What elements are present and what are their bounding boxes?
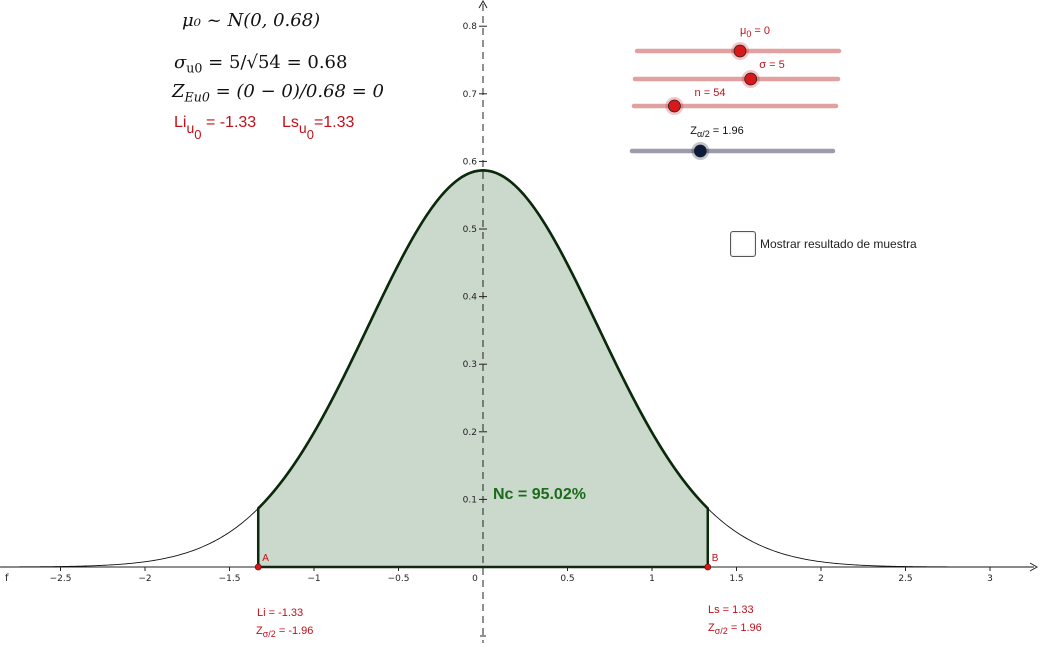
mu0-slider-knob[interactable] — [733, 44, 747, 58]
mu0-label-value: = 0 — [751, 25, 771, 37]
confidence-level-label: Nc = 95.02% — [493, 486, 586, 503]
point-a — [254, 563, 262, 571]
li-header-subsub: 0 — [194, 127, 202, 142]
x-tick-label: 3 — [987, 574, 993, 584]
sigma-slider-label: σ = 5 — [759, 59, 785, 71]
x-tick-label: −2 — [138, 574, 151, 584]
ls-header-value: =1.33 — [313, 114, 355, 131]
ls-header: Lsu0=1.33 — [282, 114, 354, 142]
z-alpha-slider-knob[interactable] — [693, 144, 707, 158]
z-formula: ZEu0 = (0 − 0)/0.68 = 0 — [172, 81, 384, 104]
sigma-value: = 5/√54 = 0.68 — [208, 52, 348, 73]
li-z-symbol: Z — [256, 625, 263, 637]
point-a-label: A — [262, 553, 269, 564]
z-alpha-label-value: = 1.96 — [709, 125, 744, 137]
x-tick-label: −1 — [307, 574, 320, 584]
y-axis-arrow — [478, 0, 488, 9]
li-header-sub: u — [186, 120, 195, 136]
point-b-label: B — [712, 553, 719, 564]
sigma-symbol: σ — [174, 52, 187, 73]
mu0-label-sub: 0 — [746, 29, 752, 39]
z-alpha-label-sub: α/2 — [697, 129, 710, 139]
li-bottom-label: Li = -1.33 — [257, 607, 304, 619]
x-tick-label: 2 — [818, 574, 824, 584]
ls-bottom-label: Ls = 1.33 — [708, 604, 754, 616]
y-tick-label: 0.5 — [463, 225, 477, 235]
y-tick-label: 0.6 — [463, 157, 478, 167]
y-tick-label: 0.7 — [463, 90, 477, 100]
x-tick-label: −1.5 — [219, 574, 241, 584]
li-header-label: Li — [174, 114, 187, 131]
sigma-slider-knob[interactable] — [744, 72, 758, 86]
z-alpha-label-symbol: Z — [690, 125, 698, 137]
li-z-value: = -1.96 — [275, 625, 314, 637]
x-tick-label: 0.5 — [560, 574, 574, 584]
li-z-sub: σ/2 — [262, 629, 276, 639]
x-tick-label: −2.5 — [50, 574, 72, 584]
z-subscript: Eu0 — [184, 89, 210, 105]
z-symbol: Z — [172, 81, 185, 102]
li-header: Liu0 = -1.33 — [174, 114, 256, 142]
x-tick-label: 1.5 — [729, 574, 743, 584]
y-tick-label: 0.4 — [463, 293, 478, 303]
y-tick-label: 0.3 — [463, 360, 477, 370]
mu-formula: μ₀ ~ N(0, 0.68) — [182, 10, 321, 31]
function-label: f — [5, 573, 9, 584]
n-slider-knob[interactable] — [668, 99, 681, 113]
li-z-label: Zσ/2 = -1.96 — [256, 625, 313, 639]
x-tick-label: 0 — [472, 574, 478, 584]
y-tick-label: 0.2 — [463, 428, 477, 438]
ls-z-sub: σ/2 — [714, 626, 728, 636]
z-alpha-slider-label: Zα/2 = 1.96 — [690, 125, 743, 139]
sigma-formula: σu0 = 5/√54 = 0.68 — [174, 52, 347, 75]
y-tick-label: 0.8 — [463, 22, 478, 32]
ls-z-value: = 1.96 — [727, 622, 762, 634]
y-tick-label: 0.1 — [463, 495, 477, 505]
x-tick-label: 2.5 — [898, 574, 912, 584]
point-b — [704, 563, 712, 571]
n-slider-label: n = 54 — [694, 87, 726, 99]
shaded-curve-outline — [257, 169, 709, 510]
mu0-slider-label: μ0 = 0 — [740, 25, 770, 39]
ls-z-symbol: Z — [708, 622, 715, 634]
show-sample-result-checkbox[interactable] — [730, 231, 756, 257]
li-header-value: = -1.33 — [205, 114, 257, 131]
x-tick-label: −0.5 — [388, 574, 410, 584]
mu0-label-symbol: μ — [739, 25, 747, 37]
z-value: = (0 − 0)/0.68 = 0 — [215, 81, 384, 102]
x-axis-arrow — [1029, 562, 1039, 572]
ls-header-label: Ls — [282, 114, 299, 131]
sigma-subscript: u0 — [186, 60, 203, 76]
show-sample-result-label[interactable]: Mostrar resultado de muestra — [760, 237, 917, 251]
ls-header-subsub: 0 — [306, 127, 314, 142]
ls-z-label: Zσ/2 = 1.96 — [708, 622, 762, 636]
ls-header-sub: u — [298, 120, 307, 136]
x-tick-label: 1 — [649, 574, 655, 584]
